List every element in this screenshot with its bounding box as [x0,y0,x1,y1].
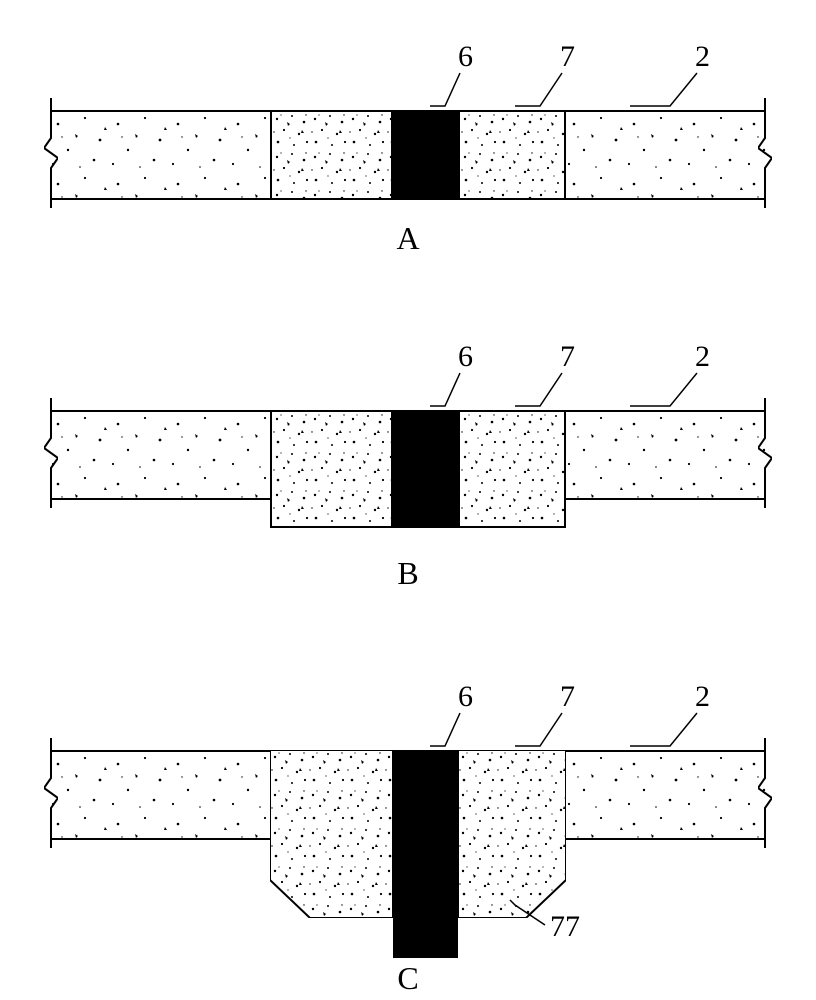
panel-a: 6 7 2 A [50,40,766,220]
callout-2: 2 [695,340,710,374]
callout-7: 7 [560,680,575,714]
region-7-right [458,110,566,200]
callout-2: 2 [695,40,710,74]
break-right-icon [758,738,772,848]
region-6 [393,750,458,958]
slab-right [566,410,766,500]
leaders-a [50,70,766,115]
cross-section-a: 6 7 2 [50,40,766,220]
region-7-left [270,410,393,528]
panel-label-b: B [397,555,418,592]
leaders-c [50,710,766,755]
slab-left [50,750,270,840]
slab-left [50,410,270,500]
callout-2: 2 [695,680,710,714]
panel-c: 6 7 2 77 [50,680,766,980]
cross-section-b: 6 7 2 [50,340,766,580]
region-6 [393,110,458,200]
break-right-icon [758,98,772,208]
cross-section-c: 6 7 2 77 [50,680,766,980]
slab-right [566,110,766,200]
slab-right [566,750,766,840]
panel-label-a: A [396,220,419,257]
break-right-icon [758,398,772,508]
region-7-left [270,110,393,200]
region-6 [393,410,458,528]
region-7-left [270,750,393,918]
break-left-icon [44,98,58,208]
break-left-icon [44,398,58,508]
panel-b: 6 7 2 B [50,340,766,580]
slab-left [50,110,270,200]
panel-label-c: C [397,960,418,997]
leader-77 [470,880,570,940]
callout-7: 7 [560,340,575,374]
leaders-b [50,370,766,415]
callout-7: 7 [560,40,575,74]
callout-6: 6 [458,40,473,74]
callout-6: 6 [458,680,473,714]
callout-6: 6 [458,340,473,374]
region-7-right [458,410,566,528]
break-left-icon [44,738,58,848]
